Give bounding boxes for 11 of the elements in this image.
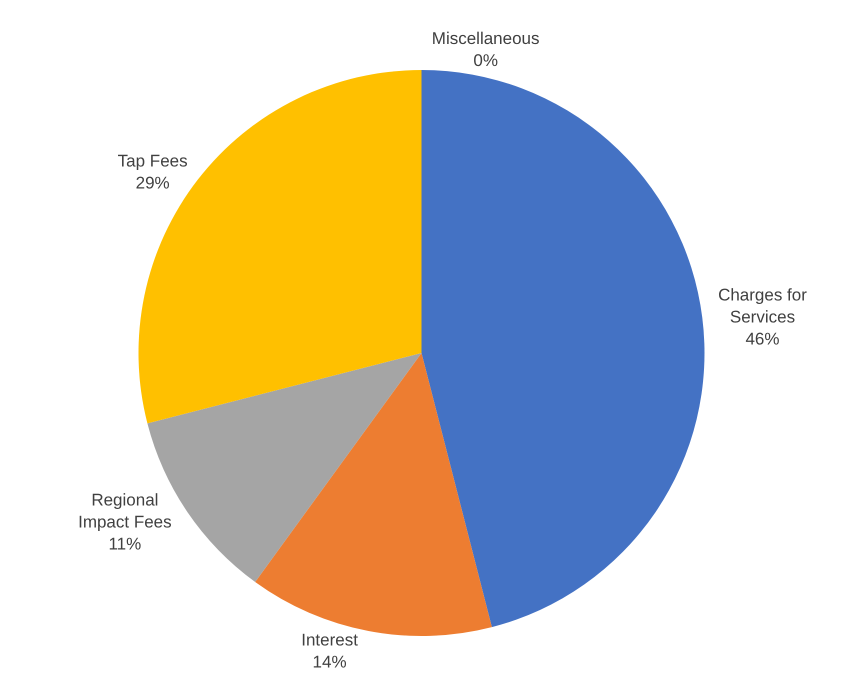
- data-label: 14%: [312, 652, 347, 672]
- data-label: 11%: [108, 534, 142, 554]
- slice-label: Interest: [301, 630, 358, 650]
- text: 0%: [473, 51, 498, 70]
- slice-label: Regional Impact Fees: [78, 490, 172, 532]
- slice-label: Tap Fees: [118, 151, 188, 170]
- slice-label: Charges for Services: [718, 285, 808, 327]
- data-label: 46%: [745, 330, 780, 349]
- data-label: 29%: [136, 173, 170, 192]
- pie-slice: [422, 70, 704, 628]
- category-label: Miscellaneous: [432, 28, 540, 48]
